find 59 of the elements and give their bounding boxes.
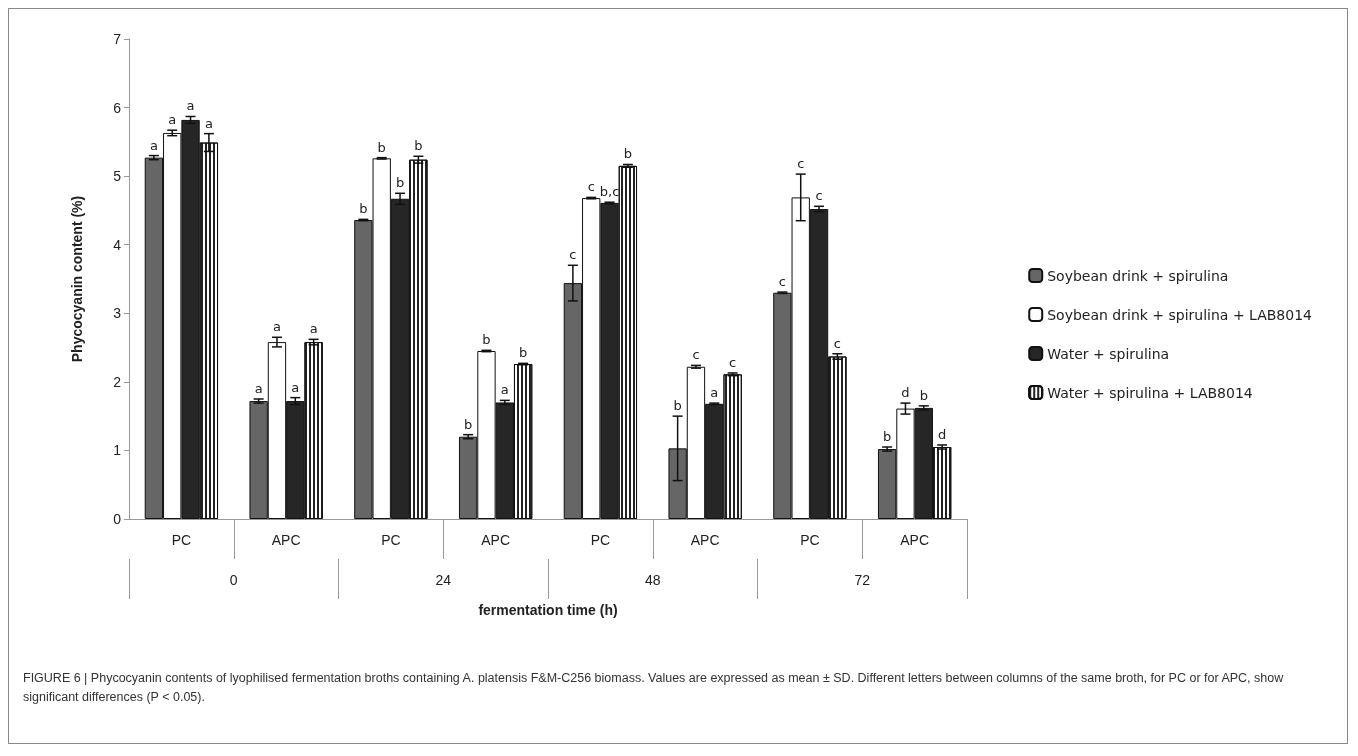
data-label: a: [309, 321, 318, 337]
x-axis-title: fermentation time (h): [478, 602, 618, 618]
x-tick-label: APC: [900, 532, 930, 548]
legend-label: Water + spirulina: [1047, 345, 1170, 362]
data-label: b: [883, 429, 892, 444]
y-tick-label: 6: [113, 99, 122, 116]
text: 72: [854, 572, 871, 588]
y-tick-label: 1: [113, 442, 122, 459]
data-label: d: [901, 385, 910, 401]
data-label: b,c: [599, 184, 620, 200]
legend-label: Soybean drink + spirulina: [1047, 267, 1229, 284]
data-label: c: [778, 274, 786, 290]
y-tick-label: 4: [113, 236, 122, 253]
data-label: b: [359, 201, 368, 217]
data-label: c: [692, 347, 700, 363]
text: 24: [435, 572, 452, 588]
x-tick-label: APC: [690, 532, 720, 548]
data-label: a: [168, 112, 177, 128]
data-label: b: [919, 387, 928, 403]
data-label: b: [414, 138, 423, 154]
data-label: a: [710, 385, 719, 401]
text: 48: [644, 572, 661, 588]
data-label: b: [518, 345, 528, 361]
data-label: a: [272, 319, 281, 335]
data-label: c: [587, 179, 595, 195]
caption: FIGURE 6 | Phycocyanin contents of lyophilised fermentation broths containing A. platensis F&M-C256 biomass. Values are expressed as mean ± SD. Different letters between columns of the same broth, for PC or for APC, show significant differences (P < 0.05).: [23, 670, 1285, 706]
data-label: c: [797, 156, 805, 172]
x-tick-label: PC: [590, 532, 611, 548]
x-tick-label: APC: [271, 532, 301, 548]
y-tick-label: 0: [113, 511, 122, 527]
data-label: c: [729, 354, 737, 370]
data-label: b: [464, 416, 473, 432]
data-label: b: [395, 175, 405, 191]
y-axis-title: Phycocyanin content (%): [69, 195, 85, 363]
x-tick-label: PC: [171, 532, 192, 548]
x-tick-label: PC: [381, 532, 401, 548]
data-label: a: [254, 381, 263, 396]
legend-label: Soybean drink + spirulina + LAB8014: [1047, 306, 1313, 323]
y-tick-label: 3: [113, 305, 122, 322]
x-tick-label: PC: [800, 532, 820, 548]
data-label: a: [500, 382, 509, 398]
data-label: b: [377, 139, 386, 155]
legend-label: Water + spirulina + LAB8014: [1047, 384, 1253, 401]
data-label: b: [673, 398, 682, 414]
x-tick-label: APC: [481, 532, 511, 548]
y-tick-label: 7: [113, 31, 122, 47]
data-label: b: [623, 146, 632, 162]
data-label: d: [937, 426, 947, 442]
y-tick-label: 5: [113, 168, 122, 185]
data-label: a: [204, 115, 213, 131]
data-label: a: [186, 98, 195, 114]
data-label: a: [149, 137, 158, 153]
data-label: a: [291, 379, 300, 395]
y-tick-label: 2: [113, 373, 122, 390]
data-label: c: [569, 247, 577, 263]
data-label: c: [815, 188, 823, 204]
data-label: b: [482, 332, 491, 348]
data-label: c: [833, 335, 841, 351]
text: 0: [229, 572, 238, 588]
